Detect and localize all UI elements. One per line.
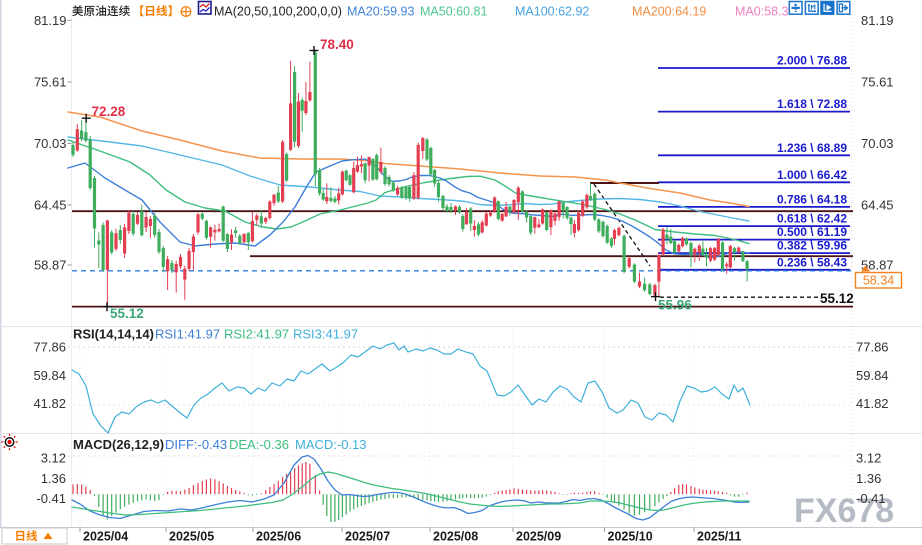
svg-text:3.12: 3.12 <box>41 451 66 466</box>
svg-text:DEA:-0.36: DEA:-0.36 <box>229 437 289 452</box>
svg-text:75.61: 75.61 <box>861 75 894 90</box>
svg-text:58.87: 58.87 <box>34 258 67 273</box>
svg-text:0.618 \ 62.42: 0.618 \ 62.42 <box>777 212 847 226</box>
svg-text:-0.41: -0.41 <box>36 491 66 506</box>
svg-text:58.87: 58.87 <box>861 258 894 273</box>
svg-text:58.34: 58.34 <box>863 274 894 288</box>
svg-text:MA100:62.92: MA100:62.92 <box>515 5 589 19</box>
svg-text:77.86: 77.86 <box>33 340 66 355</box>
svg-text:64.45: 64.45 <box>34 198 67 213</box>
svg-text:59.84: 59.84 <box>33 368 66 383</box>
svg-text:64.45: 64.45 <box>861 198 894 213</box>
svg-text:1.236 \ 68.89: 1.236 \ 68.89 <box>777 141 847 155</box>
svg-text:2025/05: 2025/05 <box>169 530 214 544</box>
svg-text:MA50:60.81: MA50:60.81 <box>420 5 487 19</box>
svg-text:41.82: 41.82 <box>856 396 889 411</box>
svg-text:-0.41: -0.41 <box>856 491 886 506</box>
svg-text:70.03: 70.03 <box>861 136 894 151</box>
svg-text:RSI3:41.97: RSI3:41.97 <box>293 327 358 342</box>
svg-text:2025/07: 2025/07 <box>345 530 390 544</box>
svg-text:RSI2:41.97: RSI2:41.97 <box>224 327 289 342</box>
svg-text:DIFF:-0.43: DIFF:-0.43 <box>165 437 227 452</box>
svg-text:MA20:59.93: MA20:59.93 <box>347 5 414 19</box>
svg-text:55.12: 55.12 <box>110 306 144 321</box>
svg-text:81.19: 81.19 <box>34 13 67 28</box>
svg-text:2025/08: 2025/08 <box>433 530 478 544</box>
svg-text:2025/09: 2025/09 <box>516 530 561 544</box>
svg-text:2025/11: 2025/11 <box>697 530 742 544</box>
svg-text:MA(20,50,100,200,0,0): MA(20,50,100,200,0,0) <box>214 5 342 19</box>
svg-text:2025/10: 2025/10 <box>608 530 653 544</box>
svg-text:MACD(26,12,9): MACD(26,12,9) <box>73 437 164 452</box>
svg-text:77.86: 77.86 <box>856 340 889 355</box>
svg-text:2025/06: 2025/06 <box>256 530 301 544</box>
svg-text:1.36: 1.36 <box>41 471 66 486</box>
svg-text:75.61: 75.61 <box>34 75 67 90</box>
svg-text:RSI(14,14,14): RSI(14,14,14) <box>73 327 154 342</box>
svg-text:70.03: 70.03 <box>34 136 67 151</box>
svg-text:2025/04: 2025/04 <box>83 530 128 544</box>
svg-text:MA0:58.3: MA0:58.3 <box>735 5 789 19</box>
svg-text:0.382 \ 59.96: 0.382 \ 59.96 <box>777 239 847 253</box>
svg-text:55.96: 55.96 <box>658 298 692 313</box>
svg-text:0.786 \ 64.18: 0.786 \ 64.18 <box>777 192 847 206</box>
svg-text:MACD:-0.13: MACD:-0.13 <box>295 437 367 452</box>
svg-text:41.82: 41.82 <box>33 396 66 411</box>
svg-text:1.000 \ 66.42: 1.000 \ 66.42 <box>777 168 847 182</box>
svg-text:81.19: 81.19 <box>861 13 894 28</box>
svg-text:78.40: 78.40 <box>320 37 354 52</box>
svg-text:1.618 \ 72.88: 1.618 \ 72.88 <box>777 97 847 111</box>
svg-text:FX678: FX678 <box>794 492 894 530</box>
svg-text:RSI1:41.97: RSI1:41.97 <box>155 327 220 342</box>
svg-text:59.84: 59.84 <box>856 368 889 383</box>
svg-text:72.28: 72.28 <box>92 104 126 119</box>
svg-text:2.000 \ 76.88: 2.000 \ 76.88 <box>777 54 847 68</box>
svg-text:55.12: 55.12 <box>820 291 854 306</box>
svg-text:3.12: 3.12 <box>856 451 881 466</box>
svg-text:1.36: 1.36 <box>856 471 881 486</box>
svg-text:0.500 \ 61.19: 0.500 \ 61.19 <box>777 225 847 239</box>
svg-text:0.236 \ 58.43: 0.236 \ 58.43 <box>777 255 847 269</box>
svg-text:MA200:64.19: MA200:64.19 <box>632 5 706 19</box>
